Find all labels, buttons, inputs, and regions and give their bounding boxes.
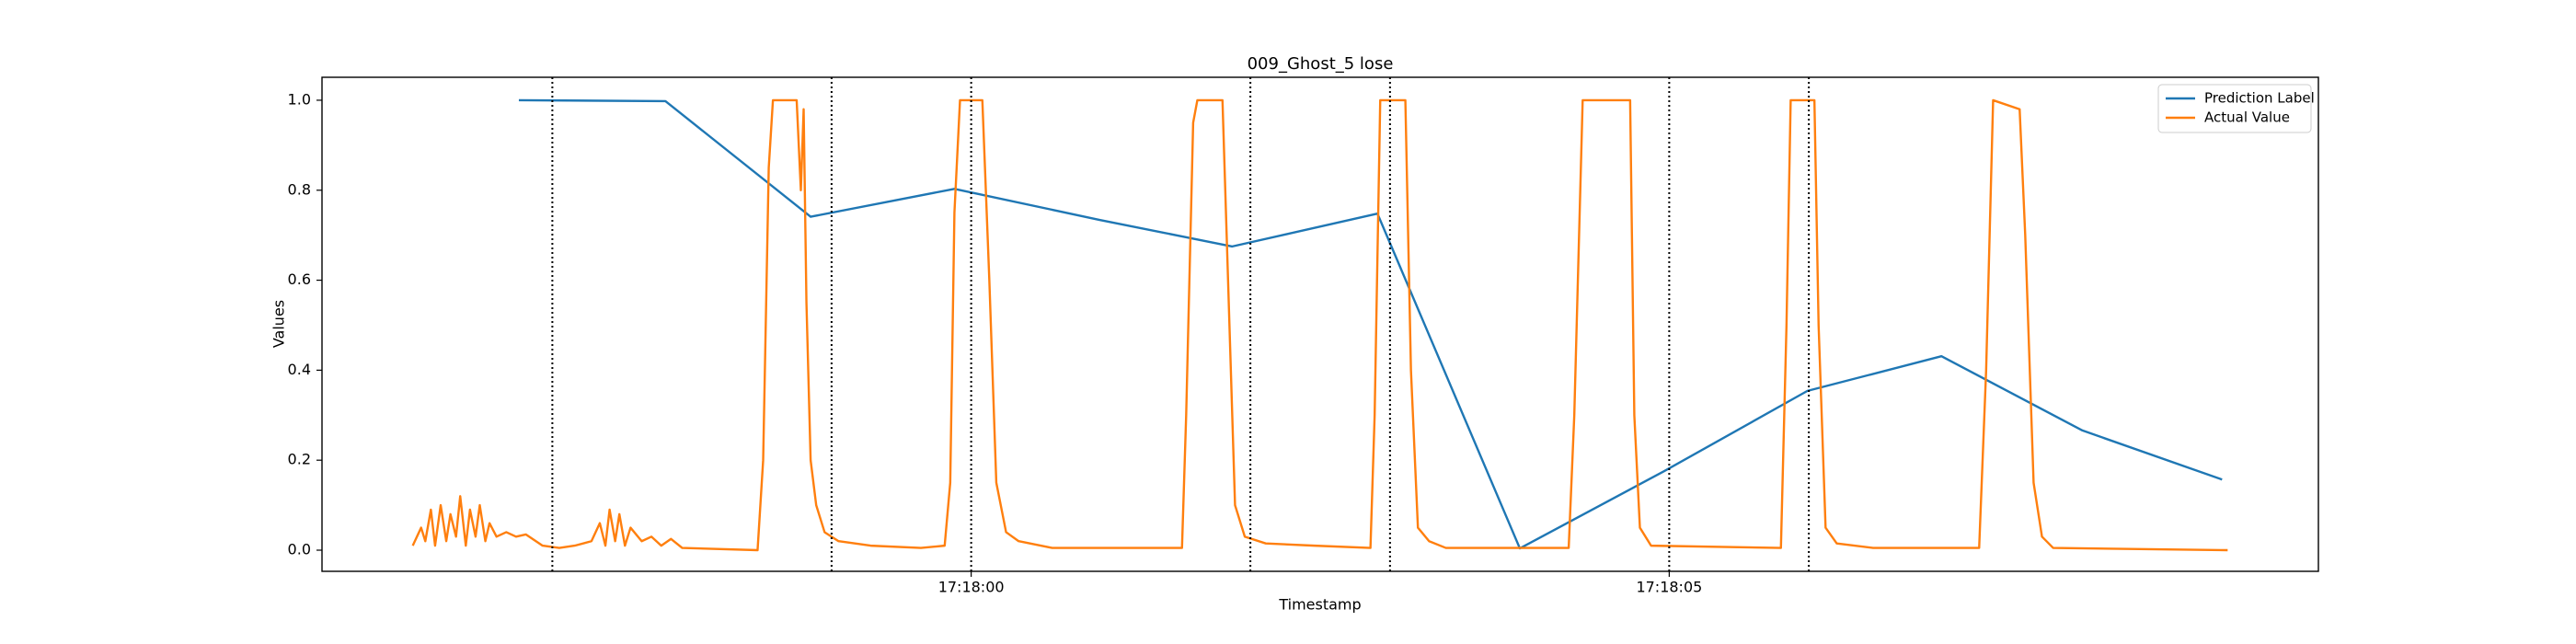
legend-box [2157,84,2312,133]
chart-title: 009_Ghost_5 lose [1248,54,1394,74]
x-tick-label: 17:18:00 [938,579,1005,596]
y-tick-label: 0.6 [288,270,311,288]
y-tick-label: 1.0 [288,90,311,108]
x-tick-label: 17:18:05 [1636,579,1702,596]
y-tick-label: 0.0 [288,541,311,558]
plot-frame [321,76,2319,572]
y-tick-label: 0.4 [288,361,311,378]
y-tick-label: 0.8 [288,180,311,198]
data-line [411,98,2228,552]
y-tick-label: 0.2 [288,451,311,468]
y-axis-label: Values [270,300,288,348]
legend-label: Prediction Label [2204,90,2315,107]
legend-label: Actual Value [2204,109,2290,126]
x-axis-label: Timestamp [1278,596,1361,614]
